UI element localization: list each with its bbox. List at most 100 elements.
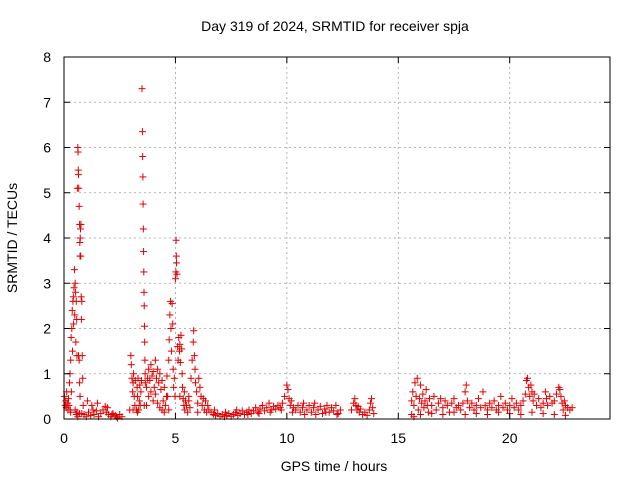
axis-ticks: 0 5 10 15 20 0 1 2 3 4 5 6 7 8	[43, 49, 610, 446]
data-point	[544, 401, 552, 409]
x-tick-label: 10	[279, 430, 295, 446]
data-point	[284, 386, 292, 394]
data-point	[196, 383, 204, 391]
data-point	[419, 390, 427, 398]
data-point	[316, 402, 324, 410]
data-point	[178, 345, 186, 353]
data-point	[238, 407, 246, 415]
data-point	[472, 401, 480, 409]
data-point	[158, 377, 166, 385]
data-point	[368, 395, 376, 403]
data-point	[185, 397, 193, 405]
data-point	[528, 408, 536, 416]
data-point	[278, 399, 286, 407]
data-point	[462, 381, 470, 389]
data-point	[475, 395, 483, 403]
data-point	[497, 392, 505, 400]
data-point	[141, 370, 149, 378]
data-point	[134, 374, 142, 382]
data-point	[414, 406, 422, 414]
data-point	[537, 404, 545, 412]
data-point	[510, 404, 518, 412]
data-point	[252, 404, 260, 412]
data-point	[140, 322, 148, 330]
data-point	[152, 374, 160, 382]
data-point	[322, 408, 330, 416]
data-point	[139, 173, 147, 181]
data-point	[70, 266, 78, 274]
data-point	[70, 284, 78, 292]
data-point	[103, 404, 111, 412]
data-point	[135, 397, 143, 405]
data-point	[149, 367, 157, 375]
data-point	[154, 399, 162, 407]
data-point	[477, 404, 485, 412]
data-point	[421, 397, 429, 405]
data-point	[76, 234, 84, 242]
data-point	[281, 392, 289, 400]
data-point	[556, 386, 564, 394]
data-point	[147, 388, 155, 396]
data-point	[179, 383, 187, 391]
y-tick-label: 1	[43, 366, 51, 382]
data-point	[145, 392, 153, 400]
data-point	[333, 410, 341, 418]
data-point	[363, 411, 371, 419]
y-tick-label: 0	[43, 411, 51, 427]
data-points	[60, 85, 576, 422]
data-point	[424, 408, 432, 416]
data-point	[300, 399, 308, 407]
data-point	[466, 404, 474, 412]
data-point	[298, 404, 306, 412]
data-point	[79, 401, 87, 409]
data-point	[138, 377, 146, 385]
data-point	[210, 406, 218, 414]
data-point	[415, 395, 423, 403]
data-point	[67, 408, 75, 416]
data-point	[145, 365, 153, 373]
data-point	[74, 148, 82, 156]
data-point	[557, 392, 565, 400]
data-point	[535, 395, 543, 403]
data-point	[521, 390, 529, 398]
data-point	[550, 410, 558, 418]
data-point	[296, 408, 304, 416]
data-point	[450, 395, 458, 403]
data-point	[468, 399, 476, 407]
data-point	[67, 356, 75, 364]
data-point	[77, 315, 85, 323]
data-point	[481, 401, 489, 409]
data-point	[417, 410, 425, 418]
data-point	[486, 399, 494, 407]
data-point	[459, 399, 467, 407]
data-point	[138, 128, 146, 136]
data-point	[136, 381, 144, 389]
data-point	[151, 390, 159, 398]
data-point	[134, 408, 142, 416]
data-point	[244, 410, 252, 418]
data-point	[334, 410, 342, 418]
data-point	[272, 405, 280, 413]
data-point	[439, 404, 447, 412]
data-point	[154, 365, 162, 373]
data-point	[172, 236, 180, 244]
data-point	[191, 365, 199, 373]
data-point	[499, 404, 507, 412]
data-point	[160, 408, 168, 416]
data-point	[310, 404, 318, 412]
data-point	[151, 356, 159, 364]
data-point	[190, 327, 198, 335]
data-point	[165, 336, 173, 344]
data-point	[408, 397, 416, 405]
data-point	[130, 370, 138, 378]
data-point	[370, 410, 378, 418]
data-point	[430, 392, 438, 400]
data-point	[524, 374, 532, 382]
data-point	[541, 388, 549, 396]
data-point	[330, 407, 338, 415]
data-point	[127, 352, 135, 360]
data-point	[307, 408, 315, 416]
data-point	[137, 388, 145, 396]
data-point	[78, 410, 86, 418]
